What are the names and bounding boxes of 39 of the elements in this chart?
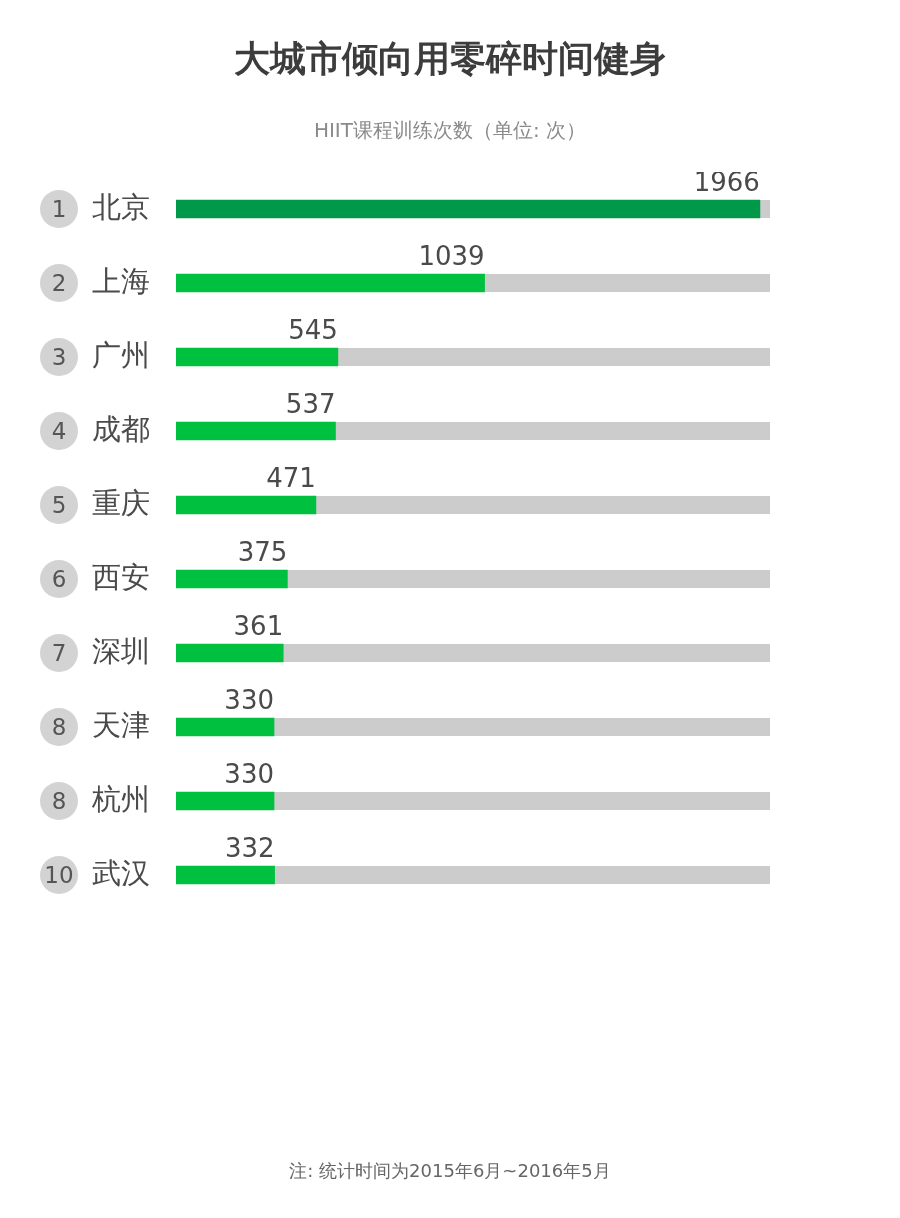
- data-label: 545: [288, 314, 338, 345]
- chart-title: 大城市倾向用零碎时间健身: [233, 37, 667, 81]
- data-label: 471: [266, 462, 316, 493]
- text: 3: [50, 343, 68, 371]
- data-label: 330: [224, 684, 275, 715]
- y-tick-label: 深圳: [92, 633, 150, 668]
- y-tick-label: 天津: [92, 707, 150, 742]
- text: 2: [50, 269, 68, 297]
- text: 4: [50, 417, 68, 445]
- data-label: 1039: [418, 240, 485, 271]
- y-tick-label: 成都: [92, 411, 150, 446]
- y-tick-label: 杭州: [91, 781, 150, 816]
- text: 8: [50, 787, 68, 815]
- y-tick-label: 西安: [92, 559, 150, 594]
- data-label: 375: [237, 536, 288, 567]
- data-label: 1966: [693, 166, 760, 197]
- data-label: 537: [285, 388, 336, 419]
- text: 1: [50, 195, 68, 223]
- data-label: 361: [233, 610, 284, 641]
- bar: [176, 569, 288, 589]
- bar: [176, 717, 275, 737]
- y-tick-label: 广州: [92, 337, 150, 372]
- bar: [176, 865, 275, 885]
- text: 5: [50, 491, 68, 519]
- text: 8: [50, 713, 68, 741]
- chart-subtitle: HIIT课程训练次数（单位: 次）: [312, 117, 588, 144]
- text: 注: 统计时间为2015年6月~2016年5月: [288, 1159, 612, 1183]
- text: 6: [50, 565, 68, 593]
- text: 7: [50, 639, 68, 667]
- bar: [176, 643, 284, 663]
- data-label: 330: [224, 758, 275, 789]
- y-tick-label: 武汉: [92, 855, 150, 890]
- data-label: 332: [224, 832, 275, 863]
- bar: [176, 199, 761, 219]
- bar: [176, 791, 275, 811]
- y-tick-label: 重庆: [92, 485, 150, 520]
- y-tick-label: 上海: [92, 263, 150, 298]
- y-tick-label: 北京: [92, 189, 150, 224]
- bar: [176, 495, 317, 515]
